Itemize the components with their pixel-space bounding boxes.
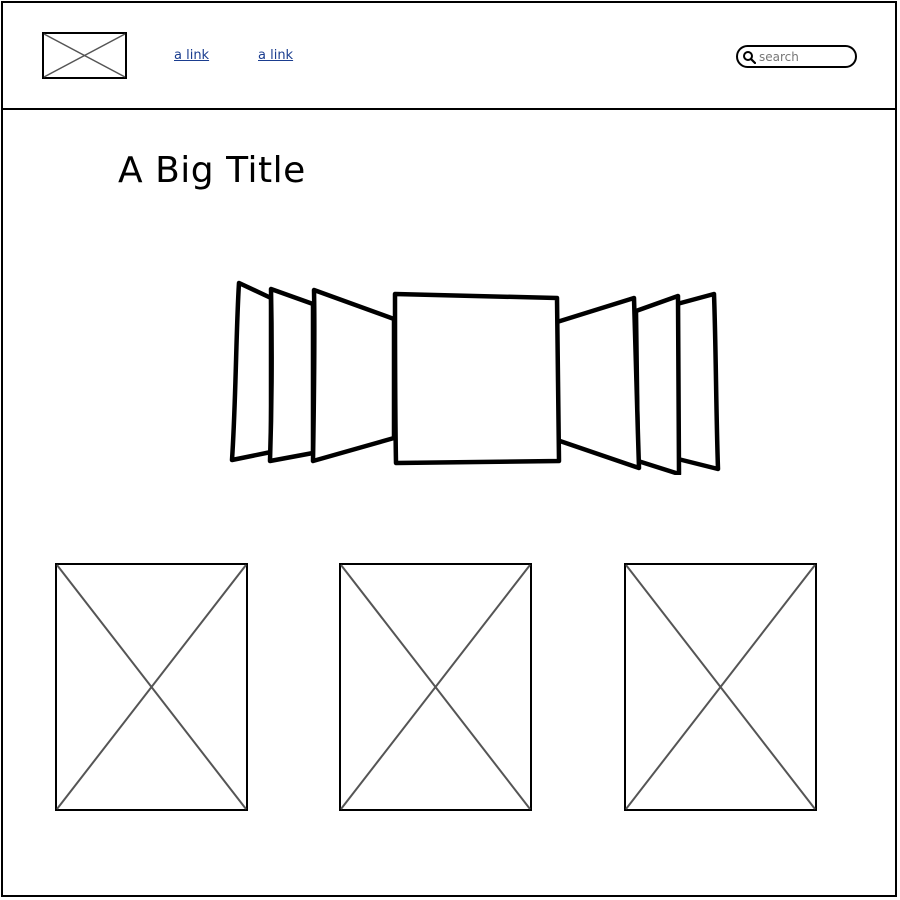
- carousel-slide-right-2[interactable]: [633, 293, 682, 475]
- search-icon[interactable]: [742, 50, 756, 64]
- site-header: a link a link: [1, 1, 897, 110]
- thumbnail-image-placeholder-icon-2[interactable]: [339, 563, 532, 811]
- page-title: A Big Title: [118, 150, 306, 191]
- nav-link-1[interactable]: a link: [174, 48, 210, 63]
- logo-image-placeholder-icon[interactable]: [42, 32, 127, 79]
- nav-link-2[interactable]: a link: [258, 48, 294, 63]
- carousel-slide-active[interactable]: [392, 291, 562, 466]
- carousel-slide-right-3[interactable]: [674, 291, 721, 472]
- search-box[interactable]: [736, 45, 857, 68]
- thumbnail-image-placeholder-icon-3[interactable]: [624, 563, 817, 811]
- carousel-slide-right-1[interactable]: [554, 295, 642, 471]
- cover-flow-carousel[interactable]: [225, 275, 725, 475]
- carousel-slide-left-1[interactable]: [310, 287, 397, 464]
- carousel-slide-left-2[interactable]: [267, 286, 316, 464]
- thumbnail-image-placeholder-icon-1[interactable]: [55, 563, 248, 811]
- carousel-slide-left-3[interactable]: [229, 280, 274, 463]
- search-input[interactable]: [759, 48, 849, 65]
